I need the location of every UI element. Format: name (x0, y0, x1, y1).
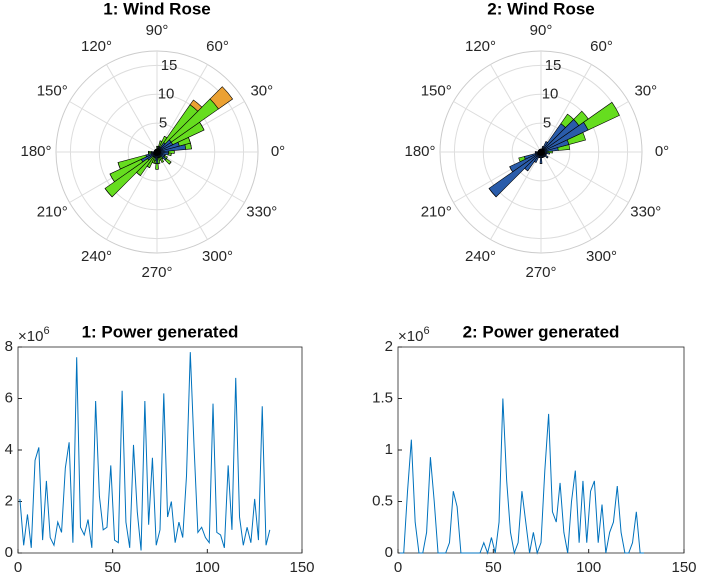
rose-segment (189, 99, 203, 112)
angle-tick-label: 270° (525, 264, 556, 281)
angle-tick-label: 120° (465, 38, 496, 55)
x-tick-label: 150 (289, 559, 314, 576)
chart-title: 2: Wind Rose (487, 0, 595, 18)
x-tick-label: 50 (485, 559, 502, 576)
rose-segment (583, 101, 620, 131)
angle-tick-label: 240° (81, 248, 112, 265)
angular-grid-line (490, 64, 542, 153)
x-tick-label: 150 (671, 559, 696, 576)
rose-segment (524, 168, 528, 172)
angle-tick-label: 180° (20, 143, 51, 160)
x-tick-label: 0 (14, 559, 22, 576)
radial-tick-label: 15 (545, 57, 562, 74)
y-tick-label: 0.5 (372, 492, 393, 509)
angular-grid-line (540, 151, 629, 203)
rose-segment (573, 110, 589, 126)
radial-tick-label: 5 (159, 114, 167, 131)
x-tick-label: 100 (576, 559, 601, 576)
angular-grid-line (69, 101, 158, 153)
angle-tick-label: 90° (530, 22, 553, 39)
angular-grid-line (540, 64, 592, 153)
radial-tick-label: 15 (161, 57, 178, 74)
chart-title: 1: Wind Rose (103, 0, 211, 18)
x-tick-label: 50 (104, 559, 121, 576)
y-tick-label: 4 (5, 441, 13, 458)
y-tick-label: 1.5 (372, 389, 393, 406)
y-tick-label: 2 (385, 338, 393, 355)
angle-tick-label: 60° (590, 38, 613, 55)
angular-grid-line (540, 151, 592, 240)
rose-segment (136, 172, 141, 176)
plot-area (397, 346, 685, 554)
angular-grid-line (106, 64, 158, 153)
rose-segment (209, 86, 234, 110)
angle-tick-label: 330° (630, 203, 661, 220)
multiplier-exponent: 6 (43, 325, 49, 337)
angular-grid-line (156, 151, 245, 203)
rose-segment (156, 145, 158, 150)
angular-grid-line (156, 151, 208, 240)
y-tick-label: 8 (5, 338, 13, 355)
y-multiplier: ×106 (398, 325, 430, 345)
power-line (19, 352, 271, 551)
angle-tick-label: 270° (141, 264, 172, 281)
rose-segment (155, 163, 159, 170)
y-tick-label: 6 (5, 389, 13, 406)
radial-tick-label: 10 (158, 86, 175, 103)
y-tick-label: 1 (385, 441, 393, 458)
power-line (399, 398, 644, 555)
angle-tick-label: 300° (586, 248, 617, 265)
angle-tick-label: 30° (250, 82, 273, 99)
angle-tick-label: 150° (37, 82, 68, 99)
y-tick-label: 2 (5, 492, 13, 509)
angle-tick-label: 120° (81, 38, 112, 55)
rose-segment (546, 156, 549, 159)
angle-tick-label: 210° (37, 203, 68, 220)
multiplier-base: ×10 (398, 328, 423, 345)
multiplier-exponent: 6 (423, 325, 429, 337)
angular-grid-line (490, 151, 542, 240)
angle-tick-label: 150° (421, 82, 452, 99)
x-tick-label: 100 (195, 559, 220, 576)
y-tick-label: 0 (385, 544, 393, 561)
angle-tick-label: 0° (271, 143, 285, 160)
radial-tick-label: 5 (543, 114, 551, 131)
angle-tick-label: 90° (146, 22, 169, 39)
radial-tick-label: 10 (542, 86, 559, 103)
y-multiplier: ×106 (18, 325, 50, 345)
multiplier-base: ×10 (18, 328, 43, 345)
rose-segment (560, 113, 575, 128)
y-tick-label: 0 (5, 544, 13, 561)
chart-title: 2: Power generated (463, 322, 620, 341)
angular-grid-line (453, 101, 542, 153)
angle-tick-label: 300° (202, 248, 233, 265)
chart-title: 1: Power generated (82, 322, 239, 341)
rose-segment (545, 141, 548, 143)
x-tick-label: 0 (394, 559, 402, 576)
angle-tick-label: 330° (246, 203, 277, 220)
angle-tick-label: 180° (404, 143, 435, 160)
angle-tick-label: 240° (465, 248, 496, 265)
rose-segment (534, 161, 537, 163)
angle-tick-label: 60° (206, 38, 229, 55)
angle-tick-label: 210° (421, 203, 452, 220)
rose-segment (159, 140, 163, 142)
angle-tick-label: 0° (655, 143, 669, 160)
angle-tick-label: 30° (634, 82, 657, 99)
